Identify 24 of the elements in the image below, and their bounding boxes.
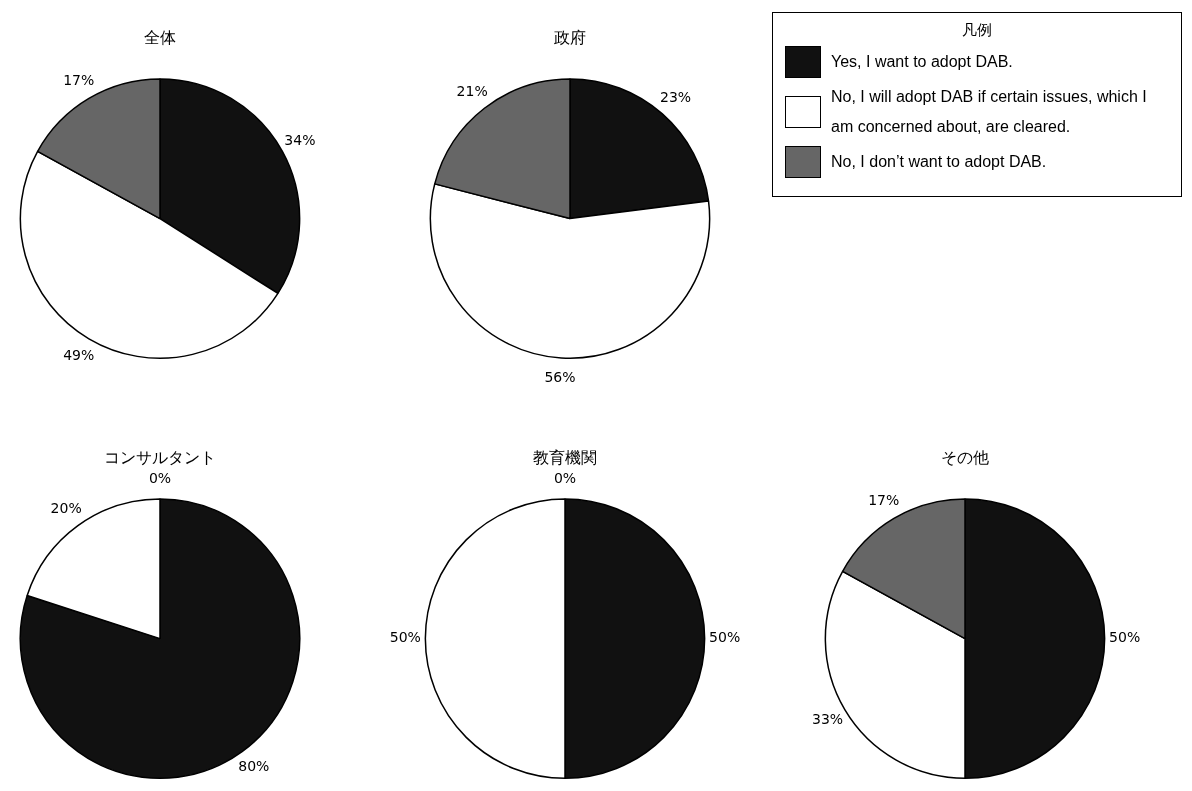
data-label: 17% bbox=[63, 71, 95, 88]
data-label: 33% bbox=[812, 710, 844, 727]
data-label: 20% bbox=[50, 500, 82, 517]
data-label: 21% bbox=[456, 83, 488, 100]
chart-title: その他 bbox=[941, 447, 989, 467]
data-label: 50% bbox=[389, 629, 421, 646]
data-label: 23% bbox=[660, 89, 692, 106]
data-label: 49% bbox=[63, 346, 95, 363]
data-label: 17% bbox=[868, 491, 900, 508]
data-label: 50% bbox=[709, 629, 741, 646]
data-label: 50% bbox=[1109, 629, 1141, 646]
legend-label: No, I don’t want to adopt DAB. bbox=[831, 152, 1047, 172]
data-label: 56% bbox=[544, 368, 576, 385]
text: 0% bbox=[148, 469, 172, 486]
data-label: 34% bbox=[284, 132, 316, 149]
legend-title: 凡例 bbox=[961, 21, 993, 40]
data-label: 80% bbox=[238, 758, 270, 775]
legend-label: Yes, I want to adopt DAB. bbox=[831, 52, 1013, 72]
chart-title: 全体 bbox=[144, 27, 176, 47]
text: 0% bbox=[553, 469, 577, 486]
chart-title: 教育機関 bbox=[533, 447, 597, 467]
legend-label: No, I will adopt DAB if certain issues, which I am concerned about, are cleared. bbox=[831, 87, 1148, 137]
text: 政府 bbox=[554, 27, 586, 47]
chart-title: コンサルタント bbox=[104, 447, 216, 467]
